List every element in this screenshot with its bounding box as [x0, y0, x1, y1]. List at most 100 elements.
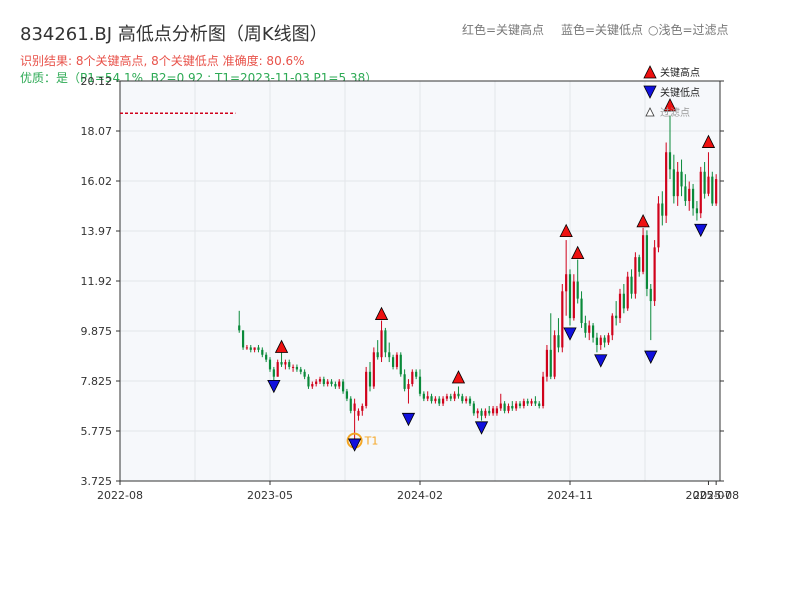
candle-body [353, 403, 356, 411]
candle-body [561, 291, 564, 348]
candle-body [545, 349, 549, 377]
x-tick-label: 2023-05 [247, 489, 293, 502]
candle-body [307, 376, 310, 387]
candle-body [522, 401, 525, 406]
candle-body [468, 398, 472, 404]
candle-body [518, 403, 522, 406]
legend-hint-blue: 蓝色=关键低点 [561, 23, 644, 37]
y-tick-label: 5.775 [81, 425, 113, 438]
legend-hint-filtered: ○浅色=过滤点 [648, 23, 729, 37]
candle-body [349, 398, 352, 411]
candle-body [341, 381, 345, 392]
candle-body [480, 410, 483, 416]
key-low-marker [347, 438, 362, 452]
candle-body [299, 369, 302, 372]
candle-body [676, 171, 679, 197]
candle-body [530, 401, 533, 404]
candle-body [357, 410, 360, 416]
key-low-marker [474, 421, 489, 435]
candle-body [311, 384, 314, 387]
candle-body [472, 403, 475, 414]
candle-body [538, 403, 541, 406]
candle-body [265, 354, 268, 360]
candle-body [572, 281, 575, 319]
candle-body [634, 257, 637, 294]
candle-body [703, 171, 706, 194]
candle-body [334, 384, 337, 387]
candle-body [453, 393, 456, 399]
x-tick-label: 2024-02 [397, 489, 443, 502]
y-tick-label: 13.97 [81, 225, 113, 238]
key-high-marker [701, 134, 716, 148]
candle-body [368, 371, 372, 387]
candle-body [603, 337, 606, 343]
candle-body [591, 325, 595, 338]
x-tick-label: 2025-07 [685, 489, 731, 502]
y-tick-label: 11.92 [81, 275, 113, 288]
key-high-marker [663, 98, 677, 112]
key-low-marker [563, 327, 577, 341]
candle-body [488, 410, 491, 414]
candle-body [576, 281, 579, 299]
candle-body [691, 188, 695, 209]
candle-body [422, 393, 425, 399]
candle-body [376, 352, 379, 358]
candle-body [565, 274, 568, 292]
candle-body [688, 188, 691, 202]
candle-body [361, 405, 364, 411]
candle-body [257, 347, 260, 350]
candle-body [626, 276, 629, 309]
candle-body [426, 396, 429, 399]
t1-label: T1 [364, 435, 379, 448]
candle-body [611, 315, 614, 336]
legend-filtered-label: 过滤点 [660, 106, 690, 119]
candle-body [618, 293, 622, 319]
chart-title: 834261.BJ 高低点分析图（周K线图） [20, 24, 328, 45]
candle-body [557, 335, 560, 348]
key-high-marker [571, 245, 585, 259]
candle-body [584, 323, 587, 333]
key-low-marker [594, 354, 608, 368]
legend-filtered-marker [645, 107, 655, 117]
legend-low-label: 关键低点 [660, 86, 700, 99]
candle-body [580, 298, 583, 324]
candle-body [411, 371, 414, 385]
legend-high-marker [643, 65, 657, 79]
y-tick-label: 16.02 [81, 175, 113, 188]
candle-body [241, 330, 245, 348]
candle-body [303, 371, 306, 377]
candle-body [541, 376, 545, 406]
candle-body [665, 152, 668, 216]
x-tick-label: 2024-11 [547, 489, 593, 502]
candle-body [253, 347, 256, 350]
candle-body [326, 381, 329, 385]
candle-body [638, 257, 641, 272]
candle-body [365, 371, 368, 406]
candle-body [699, 171, 702, 214]
key-low-marker [694, 223, 708, 238]
candle-body [280, 362, 283, 365]
key-low-marker [644, 350, 658, 364]
candle-body [672, 169, 675, 197]
candle-body [511, 405, 514, 409]
candle-body [476, 410, 479, 414]
candle-body [657, 203, 660, 248]
key-high-marker [451, 370, 466, 384]
candle-body [418, 376, 422, 394]
candle-body [549, 349, 552, 377]
candle-body [291, 366, 295, 368]
candle-body [403, 374, 406, 389]
candle-body [503, 403, 506, 411]
candle-body [272, 369, 275, 377]
candle-body [391, 357, 395, 367]
candle-body [599, 337, 602, 345]
candle-body [249, 347, 252, 350]
candle-body [245, 347, 249, 349]
x-tick-label: 2025-08 [693, 489, 739, 502]
candle-body [415, 371, 418, 377]
candle-body [507, 405, 510, 411]
candle-body [268, 359, 272, 370]
candle-body [588, 325, 591, 333]
candle-body [441, 398, 445, 404]
